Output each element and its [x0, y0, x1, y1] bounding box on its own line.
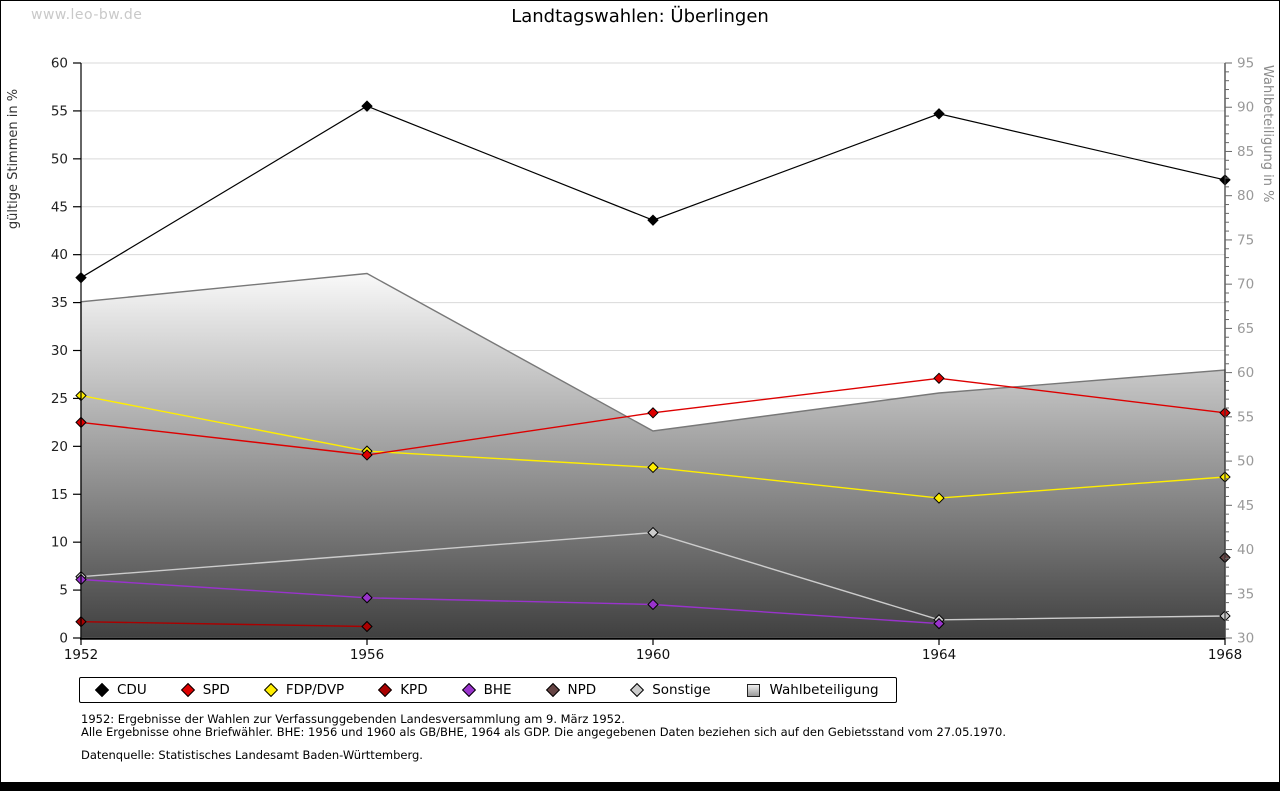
svg-text:60: 60	[51, 56, 68, 72]
svg-text:45: 45	[1237, 498, 1254, 514]
data-point-bhe	[647, 598, 659, 611]
legend-label: CDU	[117, 682, 147, 698]
diamond-marker-icon	[94, 682, 110, 698]
series-bhe	[75, 573, 945, 630]
svg-text:85: 85	[1237, 144, 1254, 160]
legend-item-spd: SPD	[180, 682, 230, 698]
legend-label: Wahlbeteiligung	[769, 682, 879, 698]
legend-item-bhe: BHE	[461, 682, 512, 698]
data-point-cdu	[361, 100, 373, 112]
svg-text:40: 40	[51, 247, 68, 263]
svg-text:25: 25	[51, 391, 68, 407]
svg-text:35: 35	[51, 295, 68, 311]
svg-text:75: 75	[1237, 232, 1254, 248]
data-point-fdp-dvp	[647, 461, 659, 474]
svg-text:55: 55	[1237, 409, 1254, 425]
svg-text:10: 10	[51, 535, 68, 551]
legend: CDU SPD FDP/DVP KPD BHE NPD Sonstige Wahlbeteil…	[79, 677, 897, 703]
legend-item-npd: NPD	[545, 682, 597, 698]
legend-item-kpd: KPD	[378, 682, 428, 698]
footnote-line-2: Alle Ergebnisse ohne Briefwähler. BHE: 1…	[81, 725, 1006, 739]
data-point-bhe	[361, 592, 373, 604]
svg-text:50: 50	[51, 151, 68, 167]
x-tick-label: 1956	[350, 647, 384, 663]
diamond-marker-icon	[545, 682, 560, 698]
svg-text:80: 80	[1237, 188, 1254, 204]
legend-item-sonstige: Sonstige	[630, 682, 711, 698]
x-tick-label: 1968	[1208, 647, 1242, 663]
legend-item-cdu: CDU	[94, 682, 147, 698]
data-point-kpd	[361, 620, 373, 633]
x-tick-label: 1964	[922, 647, 956, 663]
svg-text:60: 60	[1237, 365, 1254, 381]
area-wahlbeteiligung	[80, 272, 1226, 639]
legend-item-fdp-dvp: FDP/DVP	[263, 682, 345, 698]
series-kpd	[75, 616, 373, 633]
legend-label: KPD	[400, 682, 428, 698]
data-point-spd	[933, 372, 945, 384]
svg-text:50: 50	[1237, 454, 1254, 470]
svg-text:0: 0	[59, 631, 68, 647]
page-title: Landtagswahlen: Überlingen	[511, 6, 769, 27]
diamond-marker-icon	[461, 682, 476, 698]
bottom-bar	[1, 782, 1279, 790]
legend-item-wahlbeteiligung: Wahlbeteiligung	[746, 682, 879, 698]
series-cdu	[75, 100, 1231, 284]
footnote-line-1: 1952: Ergebnisse der Wahlen zur Verfassu…	[81, 712, 625, 726]
diamond-marker-icon	[378, 682, 393, 698]
svg-text:65: 65	[1237, 321, 1254, 337]
square-marker-icon	[746, 683, 760, 697]
axes	[73, 62, 1232, 645]
svg-text:35: 35	[1237, 586, 1254, 602]
svg-text:20: 20	[51, 439, 68, 455]
data-point-cdu	[647, 214, 659, 226]
data-point-cdu	[933, 108, 945, 120]
data-point-bhe	[933, 617, 945, 630]
legend-label: BHE	[483, 682, 512, 698]
left-axis-label: gültige Stimmen in %	[6, 89, 21, 229]
svg-text:55: 55	[51, 103, 68, 119]
legend-label: SPD	[202, 682, 230, 698]
legend-label: Sonstige	[652, 682, 711, 698]
footnote-source: Datenquelle: Statistisches Landesamt Bad…	[81, 748, 423, 762]
legend-label: FDP/DVP	[285, 682, 345, 698]
diamond-marker-icon	[630, 682, 645, 698]
svg-text:15: 15	[51, 487, 68, 503]
svg-text:30: 30	[1237, 631, 1254, 647]
diamond-marker-icon	[180, 682, 195, 698]
data-point-fdp-dvp	[933, 492, 945, 504]
svg-text:90: 90	[1237, 100, 1254, 116]
svg-text:5: 5	[59, 583, 68, 599]
svg-text:30: 30	[51, 343, 68, 359]
diamond-marker-icon	[263, 682, 278, 698]
watermark: www.leo-bw.de	[31, 7, 143, 23]
data-point-spd	[361, 449, 373, 461]
svg-text:40: 40	[1237, 542, 1254, 558]
data-point-sonstige	[647, 526, 659, 539]
x-tick-label: 1960	[636, 647, 670, 663]
svg-text:95: 95	[1237, 56, 1254, 72]
x-tick-label: 1952	[64, 647, 98, 663]
legend-label: NPD	[567, 682, 597, 698]
right-axis-label: Wahlbeteiligung in %	[1260, 65, 1275, 202]
series-spd	[75, 372, 1231, 461]
svg-text:45: 45	[51, 199, 68, 215]
svg-text:70: 70	[1237, 277, 1254, 293]
data-point-spd	[647, 407, 659, 419]
